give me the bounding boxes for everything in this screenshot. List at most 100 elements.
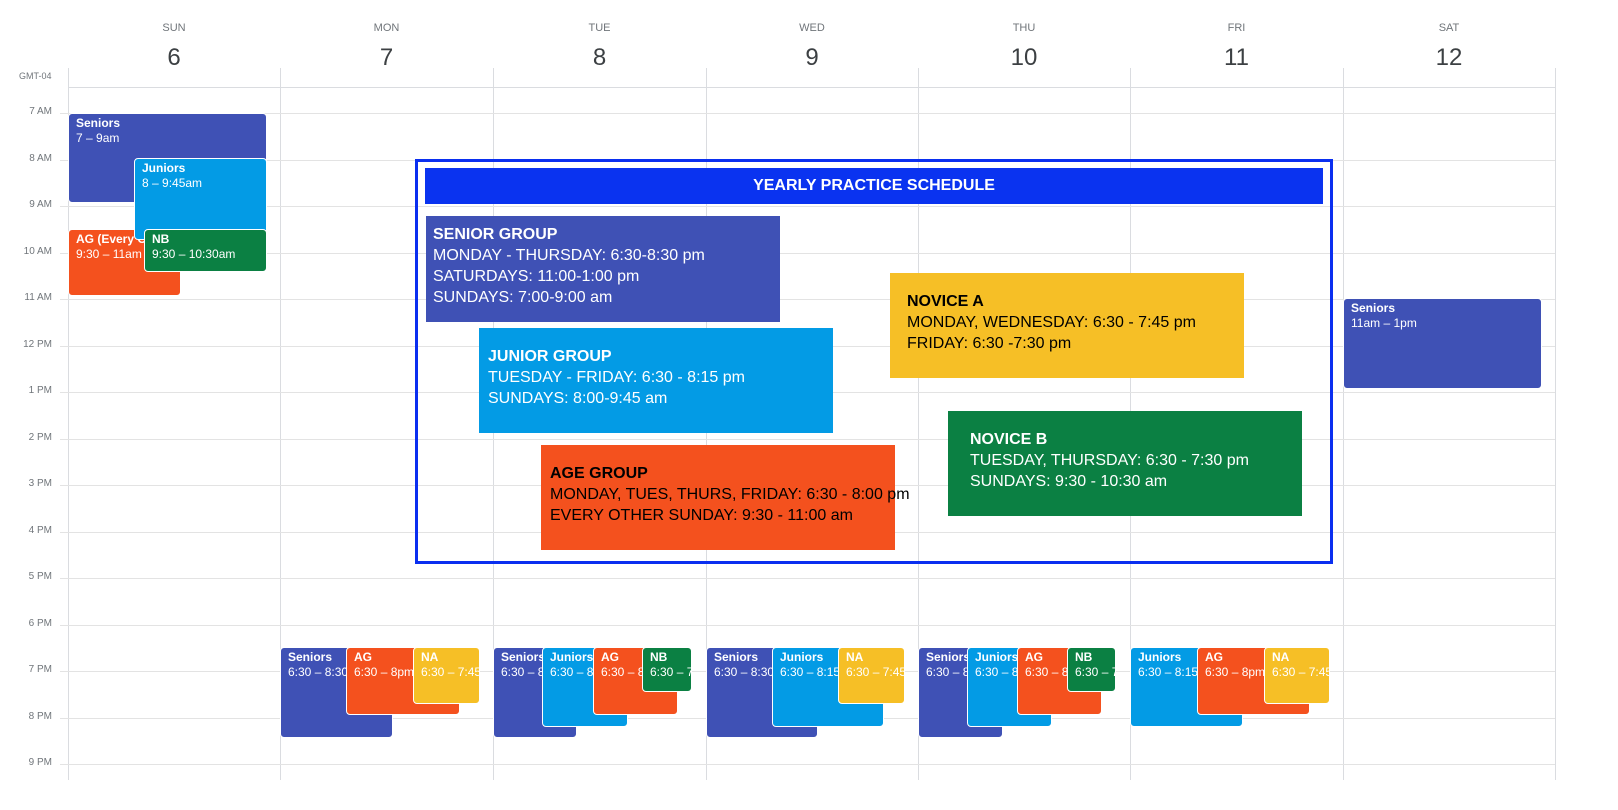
- hour-line: [60, 206, 1555, 207]
- event-title: AG: [1205, 650, 1223, 664]
- day-date[interactable]: 12: [1435, 44, 1463, 71]
- event-time: 8 – 9:45am: [142, 176, 203, 190]
- day-date[interactable]: 11: [1224, 44, 1249, 71]
- group-line: SUNDAYS: 8:00-9:45 am: [488, 390, 668, 407]
- hour-label: 5 PM: [28, 571, 52, 582]
- day-name: SUN: [162, 22, 186, 34]
- schedule-group: SENIOR GROUP MONDAY - THURSDAY: 6:30-8:30…: [426, 216, 780, 322]
- event-time: 7 – 9am: [76, 131, 120, 145]
- event-title: Seniors: [501, 650, 546, 664]
- group-line: EVERY OTHER SUNDAY: 9:30 - 11:00 am: [550, 507, 853, 524]
- day-name: FRI: [1227, 22, 1246, 34]
- event-time: 6:30 – 8:30pm: [714, 665, 791, 679]
- schedule-group: NOVICE A MONDAY, WEDNESDAY: 6:30 - 7:45 p…: [890, 273, 1244, 378]
- event-title: Seniors: [714, 650, 759, 664]
- hour-line: [60, 438, 1555, 440]
- group-line: SUNDAYS: 7:00-9:00 am: [433, 289, 613, 306]
- hour-label: 11 AM: [24, 292, 52, 303]
- schedule-title: YEARLY PRACTICE SCHEDULE: [425, 168, 1323, 204]
- group-line: MONDAY - THURSDAY: 6:30-8:30 pm: [433, 247, 705, 264]
- event-title: Seniors: [288, 650, 333, 664]
- event[interactable]: Juniors 8 – 9:45am: [134, 158, 267, 240]
- column-line: [280, 68, 281, 780]
- day-name: WED: [799, 22, 825, 34]
- event-title: NB: [152, 232, 170, 246]
- hour-label: 6 PM: [28, 617, 52, 629]
- schedule-group: JUNIOR GROUP TUESDAY - FRIDAY: 6:30 - 8:1…: [479, 328, 833, 433]
- event-title: NA: [421, 650, 439, 664]
- day-name: TUE: [588, 22, 611, 34]
- group-line: TUESDAY, THURSDAY: 6:30 - 7:30 pm: [970, 452, 1249, 469]
- header-line: [68, 87, 1555, 88]
- hour-label: 10 AM: [23, 245, 52, 257]
- hour-label: 8 AM: [29, 152, 52, 164]
- hour-label: 12 PM: [23, 338, 52, 350]
- hour-line: [60, 113, 1555, 114]
- group-line: SUNDAYS: 9:30 - 10:30 am: [970, 473, 1168, 490]
- group-name: SENIOR GROUP: [433, 226, 558, 243]
- group-name: NOVICE A: [907, 293, 984, 310]
- hour-label: 7 PM: [28, 664, 52, 675]
- hour-label: 3 PM: [28, 478, 52, 489]
- event-title: NB: [650, 650, 668, 664]
- day-name: SAT: [1438, 22, 1460, 34]
- event-title: Juniors: [975, 650, 1019, 664]
- event-time: 11am – 1pm: [1351, 316, 1417, 330]
- day-date[interactable]: 10: [1010, 44, 1038, 71]
- day-date[interactable]: 7: [379, 44, 394, 71]
- event-title: Juniors: [142, 161, 186, 175]
- hour-label: 7 AM: [29, 106, 52, 117]
- event-title: Juniors: [780, 650, 824, 664]
- event-time: 9:30 – 10:30am: [152, 247, 236, 261]
- event-title: Seniors: [926, 650, 971, 664]
- event-time: 6:30 – 8:15pm: [1138, 665, 1215, 679]
- event-title: AG: [354, 650, 372, 664]
- column-line: [1343, 68, 1344, 780]
- hour-label: 1 PM: [28, 385, 52, 396]
- hour-line: [60, 624, 1555, 626]
- event-time: 6:30 – 8pm: [354, 665, 415, 679]
- group-line: SATURDAYS: 11:00-1:00 pm: [433, 268, 640, 285]
- day-date[interactable]: 6: [167, 44, 181, 71]
- schedule-group: AGE GROUP MONDAY, TUES, THURS, FRIDAY: 6:…: [541, 445, 910, 550]
- event-time: 6:30 – 7:30pm: [650, 665, 691, 679]
- hour-label: 4 PM: [28, 524, 52, 536]
- event-title: Seniors: [1351, 301, 1396, 315]
- event-time: 6:30 – 8:15pm: [780, 665, 857, 679]
- event-title: NA: [1272, 650, 1290, 664]
- group-name: NOVICE B: [970, 431, 1048, 448]
- group-name: JUNIOR GROUP: [488, 348, 612, 365]
- event[interactable]: NB6:30 – 7:30pm: [642, 647, 692, 692]
- group-name: AGE GROUP: [550, 465, 648, 482]
- schedule-frame: [415, 159, 1333, 564]
- hour-line: [60, 252, 1555, 254]
- day-name: MON: [373, 22, 400, 34]
- group-line: TUESDAY - FRIDAY: 6:30 - 8:15 pm: [488, 369, 745, 386]
- day-date[interactable]: 9: [805, 44, 819, 71]
- event[interactable]: Seniors 11am – 1pm: [1343, 298, 1542, 389]
- day-date[interactable]: 8: [592, 44, 607, 71]
- event-title: NB: [1075, 650, 1093, 664]
- event[interactable]: NB6:30 – 7:30pm: [1067, 647, 1116, 692]
- event-title: AG: [601, 650, 619, 664]
- hour-line: [60, 299, 1555, 300]
- event-time: 9:30 – 11am: [76, 247, 142, 261]
- event-title: AG: [1025, 650, 1043, 664]
- event-title: Juniors: [550, 650, 594, 664]
- event[interactable]: NB 9:30 – 10:30am: [144, 229, 267, 272]
- group-line: FRIDAY: 6:30 -7:30 pm: [907, 335, 1072, 352]
- hour-label: 8 PM: [28, 710, 52, 722]
- column-line: [918, 68, 919, 780]
- hour-label: 9 PM: [28, 757, 52, 768]
- event-title: NA: [846, 650, 864, 664]
- hour-label: 9 AM: [29, 199, 52, 210]
- group-line: MONDAY, WEDNESDAY: 6:30 - 7:45 pm: [907, 314, 1196, 331]
- event-time: 6:30 – 8pm: [1205, 665, 1266, 679]
- event-title: Juniors: [1138, 650, 1182, 664]
- column-line: [68, 68, 69, 780]
- hour-line: [60, 578, 1555, 579]
